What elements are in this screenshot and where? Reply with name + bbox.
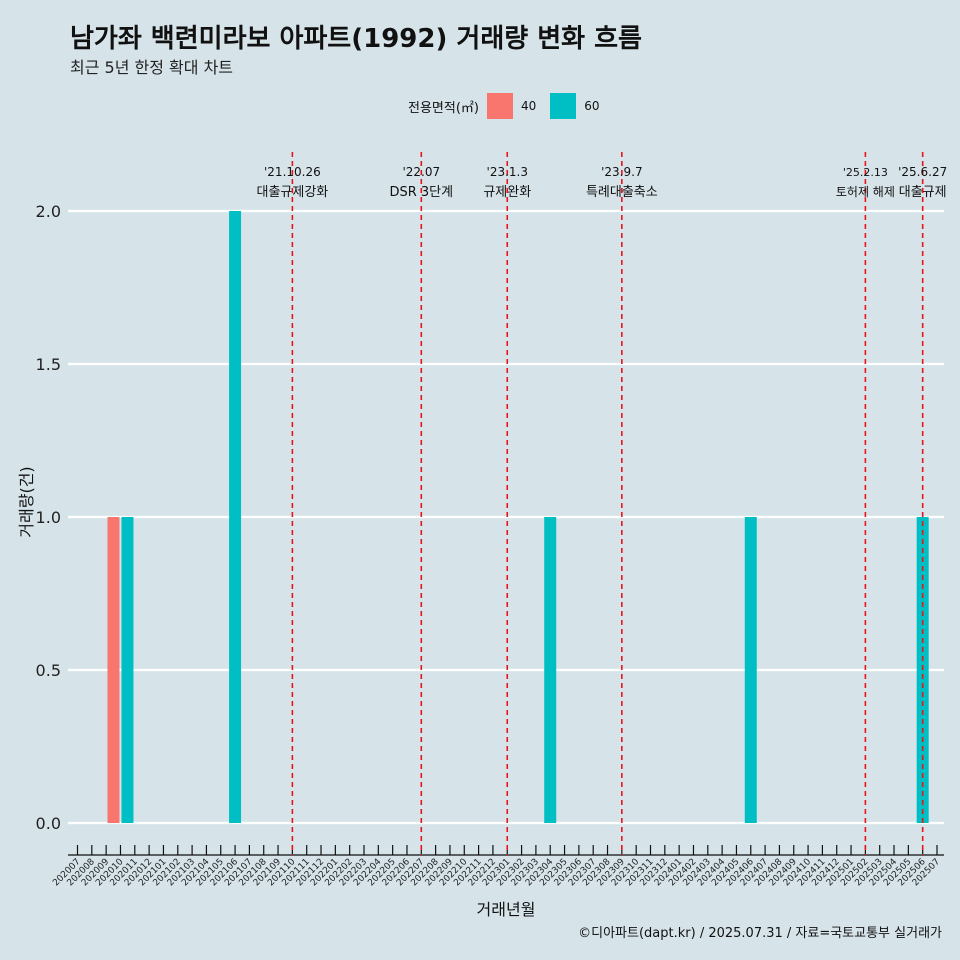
event-date-202110: '21.10.26 — [264, 165, 321, 179]
event-date-202309: '23.9.7 — [601, 165, 642, 179]
y-tick-label-0: 0.0 — [36, 814, 61, 833]
bar-60-202406 — [744, 517, 757, 823]
legend-title: 전용면적(㎡) — [408, 100, 479, 116]
y-tick-label-1: 0.5 — [36, 661, 61, 680]
bar-40-202010 — [107, 517, 120, 823]
legend-label-40: 40 — [520, 99, 537, 113]
y-tick-label-2: 1.0 — [36, 508, 61, 527]
event-date-202207: '22.07 — [402, 165, 440, 179]
event-label-202506: 대출규제 — [899, 185, 947, 200]
chart-subtitle: 최근 5년 한정 확대 차트 — [70, 58, 234, 77]
legend-swatch-40 — [486, 93, 513, 119]
event-label-202502: 토허제 해제 — [836, 185, 895, 199]
bar-60-202304 — [544, 517, 557, 823]
legend: 전용면적(㎡) 40 60 — [408, 93, 606, 119]
y-tick-label-3: 1.5 — [36, 355, 61, 374]
chart-title: 남가좌 백련미라보 아파트(1992) 거래량 변화 흐름 — [70, 24, 642, 54]
bar-60-202010 — [121, 517, 134, 823]
event-label-202110: 대출규제강화 — [256, 185, 328, 200]
y-tick-label-4: 2.0 — [36, 202, 61, 221]
legend-label-60: 60 — [584, 99, 600, 113]
bar-60-202106 — [229, 211, 242, 823]
event-label-202207: DSR 3단계 — [389, 185, 453, 200]
event-label-202309: 특례대출축소 — [586, 185, 658, 200]
event-date-202502: '25.2.13 — [843, 166, 888, 179]
caption: ©디아파트(dapt.kr) / 2025.07.31 / 자료=국토교통부 실… — [578, 926, 942, 941]
event-date-202301: '23.1.3 — [487, 165, 528, 179]
event-date-202506: '25.6.27 — [898, 165, 947, 179]
x-axis-title: 거래년월 — [477, 900, 536, 919]
y-axis-title: 거래량(건) — [17, 466, 36, 537]
legend-swatch-60 — [550, 93, 577, 119]
event-label-202301: 규제완화 — [483, 185, 531, 200]
